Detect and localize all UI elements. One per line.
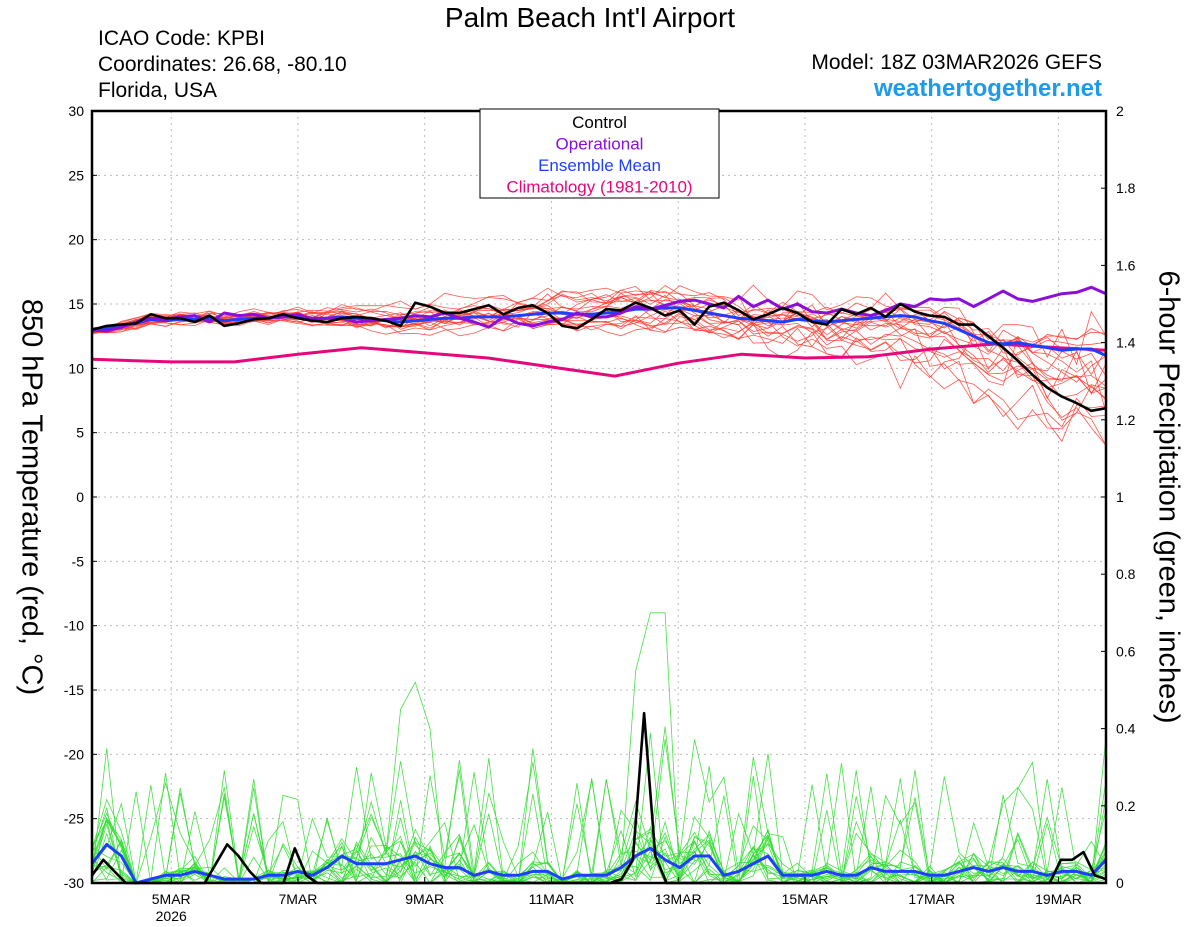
control-temp-line — [91, 301, 1107, 413]
y-tick-label: 25 — [68, 167, 84, 183]
location: Florida, USA — [98, 79, 218, 102]
member-precip-line — [91, 739, 1107, 884]
y-tick-label: -30 — [64, 875, 84, 891]
member-precip-line — [91, 793, 1107, 884]
y-axis-label-right: 6-hour Precipitation (green, inches) — [1152, 270, 1185, 724]
y2-tick-label: 1.6 — [1116, 257, 1136, 273]
legend-box — [479, 108, 720, 199]
model-run: Model: 18Z 03MAR2026 GEFS — [811, 51, 1102, 74]
y-axis-label-left: 850 hPa Temperature (red, °C) — [15, 298, 48, 696]
legend: Control Operational Ensemble Mean Climatolo… — [479, 108, 720, 199]
y-tick-label: -25 — [64, 811, 84, 827]
site-link[interactable]: weathertogether.net — [873, 75, 1102, 102]
y2-tick-label: 2 — [1116, 103, 1124, 119]
axis-ticks: 302520151050-5-10-15-20-25-3021.81.61.41… — [64, 103, 1136, 924]
y2-tick-label: 0.6 — [1116, 643, 1136, 659]
y-tick-label: -5 — [72, 553, 85, 569]
x-tick-label: 7MAR — [279, 891, 318, 907]
member-temp-line — [91, 292, 1107, 376]
y2-tick-label: 0.2 — [1116, 798, 1136, 814]
y-tick-label: 20 — [68, 232, 84, 248]
y2-tick-label: 1.4 — [1116, 335, 1136, 351]
y2-tick-label: 1 — [1116, 489, 1124, 505]
y2-tick-label: 0.4 — [1116, 721, 1136, 737]
legend-entry: Climatology (1981-2010) — [506, 178, 692, 197]
y-tick-label: 0 — [76, 489, 84, 505]
member-precip-line — [91, 732, 1107, 884]
y-tick-label: -20 — [64, 746, 84, 762]
legend-entry: Ensemble Mean — [538, 156, 661, 175]
x-tick-label: 11MAR — [529, 891, 575, 907]
chart-title: Palm Beach Int'l Airport — [444, 2, 736, 33]
y2-tick-label: 1.8 — [1116, 180, 1136, 196]
coordinates: Coordinates: 26.68, -80.10 — [98, 53, 347, 76]
member-temp-line — [91, 313, 1107, 443]
legend-entry: Control — [572, 113, 627, 132]
x-tick-label: 17MAR — [908, 891, 955, 907]
member-temp-line — [91, 293, 1107, 356]
member-precip-line — [91, 726, 1107, 885]
x-tick-label: 5MAR — [152, 891, 191, 907]
x-tick-label: 9MAR — [405, 891, 444, 907]
icao-code: ICAO Code: KPBI — [98, 27, 265, 50]
y-tick-label: 15 — [68, 296, 84, 312]
y-tick-label: 10 — [68, 360, 84, 376]
member-precip-line — [91, 681, 1107, 884]
climatology-line — [91, 342, 1107, 378]
x-tick-label: 19MAR — [1035, 891, 1082, 907]
y-tick-label: 30 — [68, 103, 84, 119]
member-precip-line — [91, 737, 1107, 884]
x-tick-label: 13MAR — [655, 891, 702, 907]
operational-temp-line — [91, 285, 1107, 333]
ensemble-mean-precip-line — [90, 842, 1108, 885]
member-precip-line — [91, 779, 1107, 884]
legend-entry: Operational — [556, 135, 644, 154]
highlight-lines — [90, 285, 1108, 885]
grid-lines — [92, 111, 1106, 883]
y2-tick-label: 0.8 — [1116, 566, 1136, 582]
x-tick-label: 15MAR — [782, 891, 829, 907]
y2-tick-label: 1.2 — [1116, 412, 1136, 428]
y-tick-label: -15 — [64, 682, 84, 698]
plot-frame — [90, 109, 1108, 885]
y-tick-label: 5 — [76, 425, 84, 441]
y2-tick-label: 0 — [1116, 875, 1124, 891]
member-temp-line — [91, 292, 1107, 394]
x-year-label: 2026 — [156, 908, 187, 924]
y-tick-label: -10 — [64, 618, 84, 634]
